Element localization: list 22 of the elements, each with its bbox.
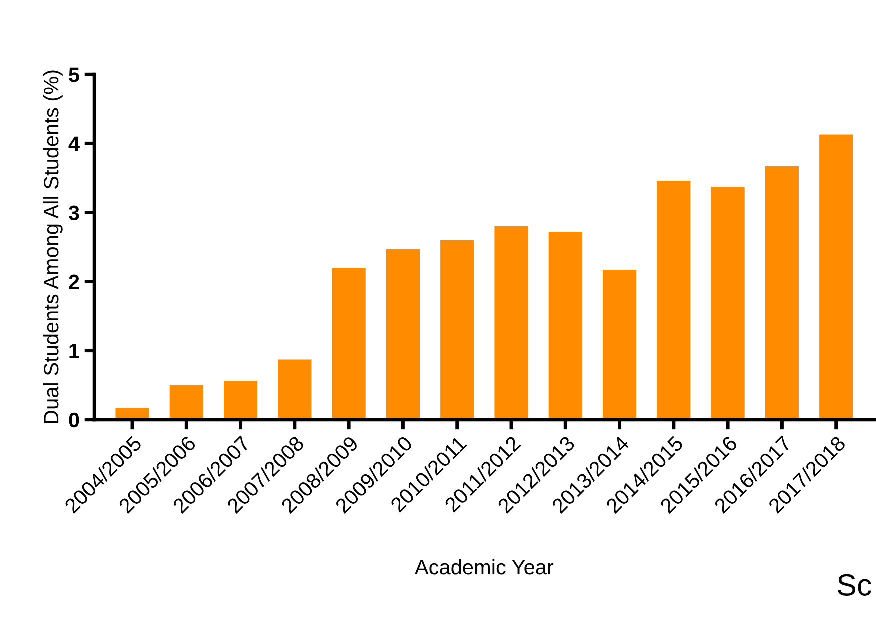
y-tick-label: 3: [68, 206, 80, 221]
bar: [765, 166, 799, 420]
bar: [278, 360, 312, 420]
bar: [224, 381, 258, 420]
text: Sc: [838, 574, 872, 596]
y-tick-label: 1: [70, 344, 80, 358]
y-tick-label: 0: [69, 412, 80, 428]
y-tick-label: 2: [69, 274, 80, 290]
bar: [711, 187, 745, 420]
bar: [332, 268, 366, 420]
bar: [657, 180, 691, 420]
bar: [820, 134, 854, 420]
y-axis-title: Dual Students Among All Students (%): [43, 70, 63, 424]
x-axis-title: Academic Year: [414, 559, 554, 575]
bar: [440, 240, 474, 420]
y-tick-label: 5: [69, 68, 80, 82]
bar: [603, 270, 637, 420]
bar: [170, 385, 204, 420]
y-tick-label: 4: [68, 136, 80, 152]
bar: [494, 226, 528, 420]
bar: [548, 232, 582, 420]
bar: [386, 249, 420, 420]
